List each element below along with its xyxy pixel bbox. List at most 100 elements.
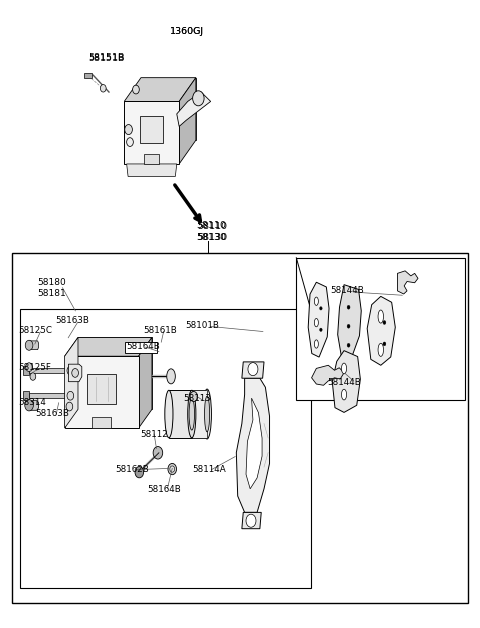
Polygon shape xyxy=(338,284,361,359)
Polygon shape xyxy=(246,398,262,489)
Polygon shape xyxy=(308,282,329,357)
Ellipse shape xyxy=(67,391,74,400)
Polygon shape xyxy=(127,164,177,176)
Text: 1360GJ: 1360GJ xyxy=(170,27,204,36)
Text: 58110: 58110 xyxy=(196,220,226,230)
Text: 58151B: 58151B xyxy=(88,53,125,62)
Ellipse shape xyxy=(314,297,318,305)
Circle shape xyxy=(168,463,177,475)
Polygon shape xyxy=(65,337,78,428)
Circle shape xyxy=(127,138,133,146)
Circle shape xyxy=(347,344,350,347)
Polygon shape xyxy=(124,78,196,102)
Text: 58144B: 58144B xyxy=(331,286,364,295)
Ellipse shape xyxy=(341,389,347,400)
Text: 58163B: 58163B xyxy=(55,316,89,325)
Polygon shape xyxy=(23,366,29,375)
Polygon shape xyxy=(23,391,29,400)
Polygon shape xyxy=(397,271,418,294)
Circle shape xyxy=(26,363,33,372)
Text: 58162B: 58162B xyxy=(115,465,149,474)
Text: 58113: 58113 xyxy=(184,394,212,403)
Polygon shape xyxy=(29,368,70,373)
Circle shape xyxy=(66,402,73,411)
Circle shape xyxy=(30,373,36,381)
Circle shape xyxy=(170,466,175,472)
Ellipse shape xyxy=(165,390,173,438)
Polygon shape xyxy=(242,362,264,378)
Circle shape xyxy=(135,467,144,478)
Bar xyxy=(140,116,163,143)
Ellipse shape xyxy=(167,369,175,384)
Ellipse shape xyxy=(67,366,74,375)
Circle shape xyxy=(248,362,258,376)
Text: 58110: 58110 xyxy=(197,222,227,231)
Circle shape xyxy=(25,399,34,411)
Ellipse shape xyxy=(189,398,194,430)
Circle shape xyxy=(246,514,256,528)
Text: 58180: 58180 xyxy=(37,278,66,287)
Polygon shape xyxy=(139,337,152,428)
Bar xyxy=(144,154,159,164)
Bar xyxy=(21,309,311,588)
Ellipse shape xyxy=(203,389,211,439)
Text: 1360GJ: 1360GJ xyxy=(170,27,204,36)
Circle shape xyxy=(190,391,198,401)
Circle shape xyxy=(153,447,163,459)
Circle shape xyxy=(125,124,132,134)
Polygon shape xyxy=(141,78,196,140)
Text: 58101B: 58101B xyxy=(185,321,219,330)
Circle shape xyxy=(132,85,139,94)
Polygon shape xyxy=(84,73,92,78)
Text: 58125C: 58125C xyxy=(18,326,52,335)
Bar xyxy=(87,374,116,404)
Text: 58161B: 58161B xyxy=(144,326,177,335)
Polygon shape xyxy=(312,365,344,385)
Text: 58314: 58314 xyxy=(18,398,46,408)
Ellipse shape xyxy=(378,344,384,356)
Text: 58144B: 58144B xyxy=(327,378,360,387)
Ellipse shape xyxy=(341,363,347,374)
Polygon shape xyxy=(78,337,152,409)
Polygon shape xyxy=(236,378,270,512)
Polygon shape xyxy=(124,102,179,164)
Text: 58130: 58130 xyxy=(196,233,226,242)
Text: 58163B: 58163B xyxy=(35,409,69,418)
Circle shape xyxy=(383,321,386,325)
Circle shape xyxy=(25,340,33,350)
Circle shape xyxy=(192,91,204,106)
Circle shape xyxy=(320,328,322,332)
Circle shape xyxy=(383,342,386,346)
Text: 58112: 58112 xyxy=(140,430,168,438)
Bar xyxy=(192,390,207,438)
Bar xyxy=(12,252,468,603)
Text: 58151B: 58151B xyxy=(88,55,125,63)
Polygon shape xyxy=(69,364,82,382)
Polygon shape xyxy=(29,341,38,350)
Circle shape xyxy=(347,324,350,328)
Text: 58130: 58130 xyxy=(197,233,227,242)
Text: 58181: 58181 xyxy=(37,290,66,298)
Bar xyxy=(169,390,192,438)
Polygon shape xyxy=(65,356,139,428)
Circle shape xyxy=(72,369,78,377)
Ellipse shape xyxy=(188,390,196,438)
Ellipse shape xyxy=(378,310,384,323)
Polygon shape xyxy=(29,393,70,398)
Polygon shape xyxy=(367,296,396,365)
Bar xyxy=(124,342,157,353)
Ellipse shape xyxy=(314,318,318,327)
Text: 58164B: 58164B xyxy=(126,342,160,351)
Ellipse shape xyxy=(314,340,318,348)
Bar xyxy=(296,257,465,400)
Circle shape xyxy=(347,305,350,309)
Bar xyxy=(92,418,111,428)
Polygon shape xyxy=(29,400,38,410)
Polygon shape xyxy=(242,512,261,529)
Polygon shape xyxy=(332,350,360,413)
Polygon shape xyxy=(179,78,196,164)
Polygon shape xyxy=(177,92,211,126)
Text: 58164B: 58164B xyxy=(147,485,180,494)
Ellipse shape xyxy=(204,396,210,432)
Text: 58114A: 58114A xyxy=(192,465,226,474)
